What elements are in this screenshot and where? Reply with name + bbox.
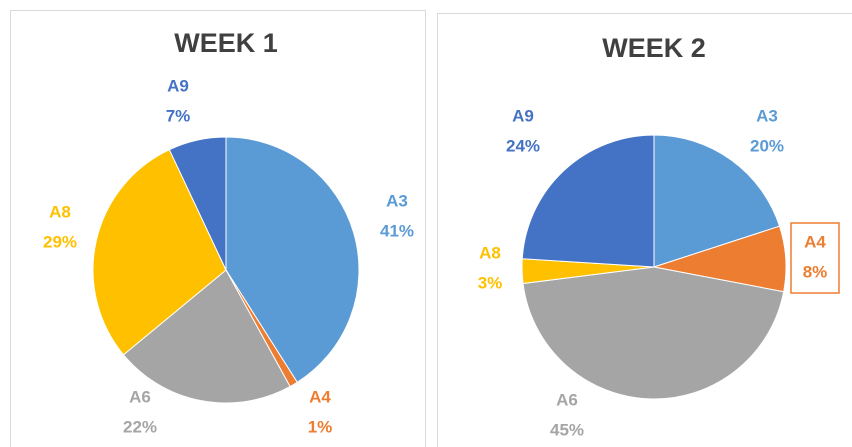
chart-title: WEEK 1 (174, 28, 278, 58)
value-label: 1% (308, 417, 333, 436)
pie-slice (521, 134, 655, 268)
pie-slice (92, 148, 227, 356)
pie-slice (522, 266, 785, 400)
value-label: 8% (803, 262, 828, 281)
category-label: A4 (309, 387, 331, 406)
value-label: 29% (43, 232, 77, 251)
pie-slice (225, 136, 360, 383)
category-label: A6 (129, 387, 151, 406)
pie-slice (122, 269, 291, 404)
label-box (790, 222, 840, 294)
category-label: A6 (556, 390, 578, 409)
category-label: A3 (386, 191, 408, 210)
value-label: 24% (506, 136, 540, 155)
value-label: 7% (166, 106, 191, 125)
value-label: 3% (478, 273, 503, 292)
category-label: A4 (804, 232, 826, 251)
category-label: A3 (756, 106, 778, 125)
chart-title: WEEK 2 (602, 33, 706, 63)
pie-slice (653, 134, 781, 268)
pie-slice (168, 136, 227, 271)
category-label: A8 (49, 202, 71, 221)
value-label: 41% (380, 221, 414, 240)
category-label: A8 (479, 243, 501, 262)
value-label: 45% (550, 420, 584, 439)
category-label: A9 (167, 76, 189, 95)
category-label: A9 (512, 106, 534, 125)
value-label: 20% (750, 136, 784, 155)
value-label: 22% (123, 417, 157, 436)
